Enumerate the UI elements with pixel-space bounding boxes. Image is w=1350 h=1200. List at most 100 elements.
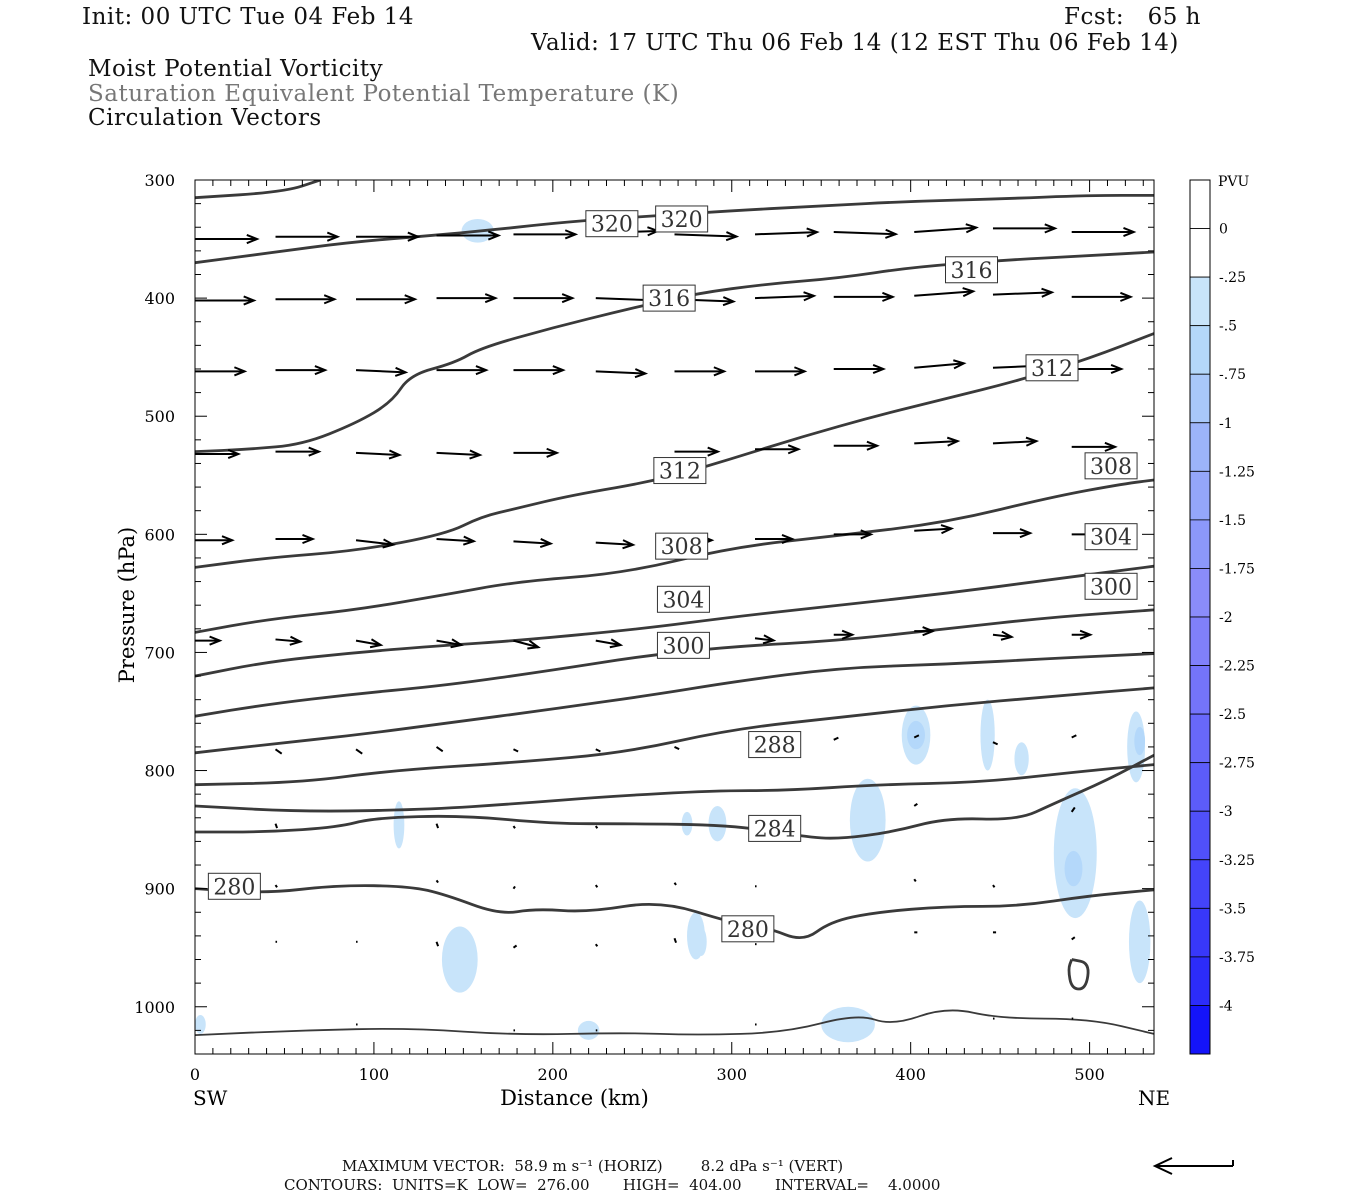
circulation-vector-30: [674, 366, 727, 377]
svg-text:300: 300: [662, 634, 704, 659]
circulation-vector-37: [275, 446, 322, 457]
circulation-vector-22: [992, 287, 1055, 298]
svg-text:284: 284: [754, 817, 796, 842]
colorbar-level-label: -.75: [1219, 367, 1246, 383]
circulation-vector-74: [513, 748, 519, 753]
colorbar-bin-15: [1189, 907, 1211, 958]
svg-text:288: 288: [754, 734, 796, 759]
circulation-vector-64: [595, 638, 624, 649]
svg-text:312: 312: [1031, 357, 1073, 382]
colorbar-level-label: -.25: [1219, 270, 1246, 286]
pv-region-5: [577, 1020, 600, 1040]
theta-contour-300-6: [195, 608, 1154, 718]
svg-text:320: 320: [661, 208, 703, 233]
circulation-vector-87: [274, 884, 278, 888]
y-tick-label: 300: [144, 171, 175, 190]
colorbar-bin-9: [1189, 616, 1211, 666]
circulation-vector-62: [436, 638, 464, 649]
colorbar-bin-8: [1189, 568, 1211, 618]
contour-label-12: 288: [748, 731, 802, 759]
circulation-vector-80: [1071, 734, 1077, 739]
pv-region-6: [821, 1006, 875, 1043]
colorbar-bin-10: [1189, 665, 1211, 715]
x-tick-label: 300: [716, 1065, 747, 1084]
colorbar-level-label: 0: [1219, 222, 1228, 238]
circulation-vector-31: [755, 366, 808, 377]
x-tick-label: 500: [1074, 1065, 1105, 1084]
reference-vector: [1152, 1157, 1234, 1175]
circulation-vector-3: [436, 230, 502, 241]
pv-region-13: [1064, 850, 1083, 887]
circulation-vector-78: [913, 734, 920, 739]
circulation-vector-28: [513, 365, 566, 376]
pv-region-11: [1014, 742, 1029, 776]
colorbar-bin-6: [1189, 470, 1211, 521]
circulation-vector-79: [992, 741, 999, 746]
colorbar-bin-3: [1189, 325, 1211, 375]
svg-text:320: 320: [591, 213, 633, 238]
circulation-vector-61: [355, 638, 384, 649]
circulation-vector-38: [355, 449, 403, 460]
colorbar-level-label: -1.75: [1219, 561, 1255, 577]
pv-region-9: [907, 720, 925, 750]
vector-layer: [195, 223, 1137, 1032]
circulation-vector-20: [833, 291, 896, 302]
x-tick-label: 400: [895, 1065, 926, 1084]
circulation-vector-104: [1071, 936, 1076, 941]
colorbar-level-label: -2.25: [1219, 659, 1255, 675]
colorbar-bin-0: [1189, 179, 1211, 229]
colorbar-level-label: -1.25: [1219, 464, 1255, 480]
colorbar-bin-4: [1189, 373, 1211, 424]
colorbar-level-label: -3.5: [1219, 901, 1246, 917]
pv-colorbar: PVU 0 -.25 -.5 -.75 -1 -1.25 -1.5 -1.75 -2 -2.25 -2…: [1189, 174, 1255, 1055]
contour-label-0: 320: [585, 210, 639, 238]
colorbar-bin-5: [1189, 422, 1211, 472]
forecast-hour: Fcst: 65 h: [1064, 4, 1201, 30]
circulation-vector-98: [512, 944, 518, 949]
circulation-vector-75: [595, 748, 601, 753]
contour-info: CONTOURS: UNITS=K LOW= 276.00 HIGH= 404.…: [284, 1176, 941, 1194]
y-tick-label: 700: [144, 643, 175, 662]
contour-label-15: 280: [721, 915, 775, 943]
colorbar-level-label: -2: [1219, 610, 1233, 626]
svg-text:308: 308: [661, 535, 703, 560]
pv-region-2: [441, 926, 478, 993]
circulation-vector-27: [436, 365, 489, 376]
circulation-vector-24: [195, 366, 248, 377]
theta-contour-288-9: [195, 763, 1154, 813]
circulation-vector-36: [195, 449, 242, 460]
colorbar-level-label: -1: [1219, 416, 1233, 432]
circulation-vector-60: [275, 635, 303, 646]
circulation-vector-85: [913, 802, 918, 807]
theta-contour-308-4: [195, 478, 1154, 634]
circulation-vector-45: [992, 436, 1040, 447]
y-tick-label: 1000: [134, 998, 175, 1017]
circulation-vector-56: [914, 524, 955, 535]
circulation-vector-15: [436, 293, 499, 304]
theta-contour-312-3: [195, 332, 1154, 569]
title-mpv: Moist Potential Vorticity: [88, 56, 384, 82]
circulation-vector-13: [275, 294, 338, 305]
colorbar-bin-13: [1189, 810, 1211, 861]
circulation-vector-47: [195, 535, 235, 546]
y-tick-label: 500: [144, 407, 175, 426]
circulation-vector-8: [833, 228, 899, 239]
pv-region-1: [393, 801, 405, 849]
circulation-vector-2: [356, 231, 421, 242]
circulation-vector-21: [914, 287, 976, 298]
pv-region-15: [1134, 726, 1146, 756]
circulation-vector-84: [594, 825, 599, 829]
svg-text:280: 280: [213, 875, 255, 900]
circulation-vector-6: [674, 231, 740, 242]
colorbar-level-label: -3: [1219, 804, 1233, 820]
circulation-vector-94: [992, 884, 996, 888]
x-tick-label: 200: [538, 1065, 569, 1084]
circulation-vector-68: [914, 626, 936, 637]
circulation-vector-46: [1071, 441, 1118, 452]
svg-text:312: 312: [659, 460, 701, 485]
title-vectors: Circulation Vectors: [88, 105, 322, 131]
max-vector-note: MAXIMUM VECTOR: 58.9 m s⁻¹ (HORIZ) 8.2 d…: [342, 1157, 844, 1175]
svg-text:304: 304: [1090, 526, 1132, 551]
colorbar-level-label: -2.5: [1219, 707, 1246, 723]
circulation-vector-40: [513, 447, 560, 458]
